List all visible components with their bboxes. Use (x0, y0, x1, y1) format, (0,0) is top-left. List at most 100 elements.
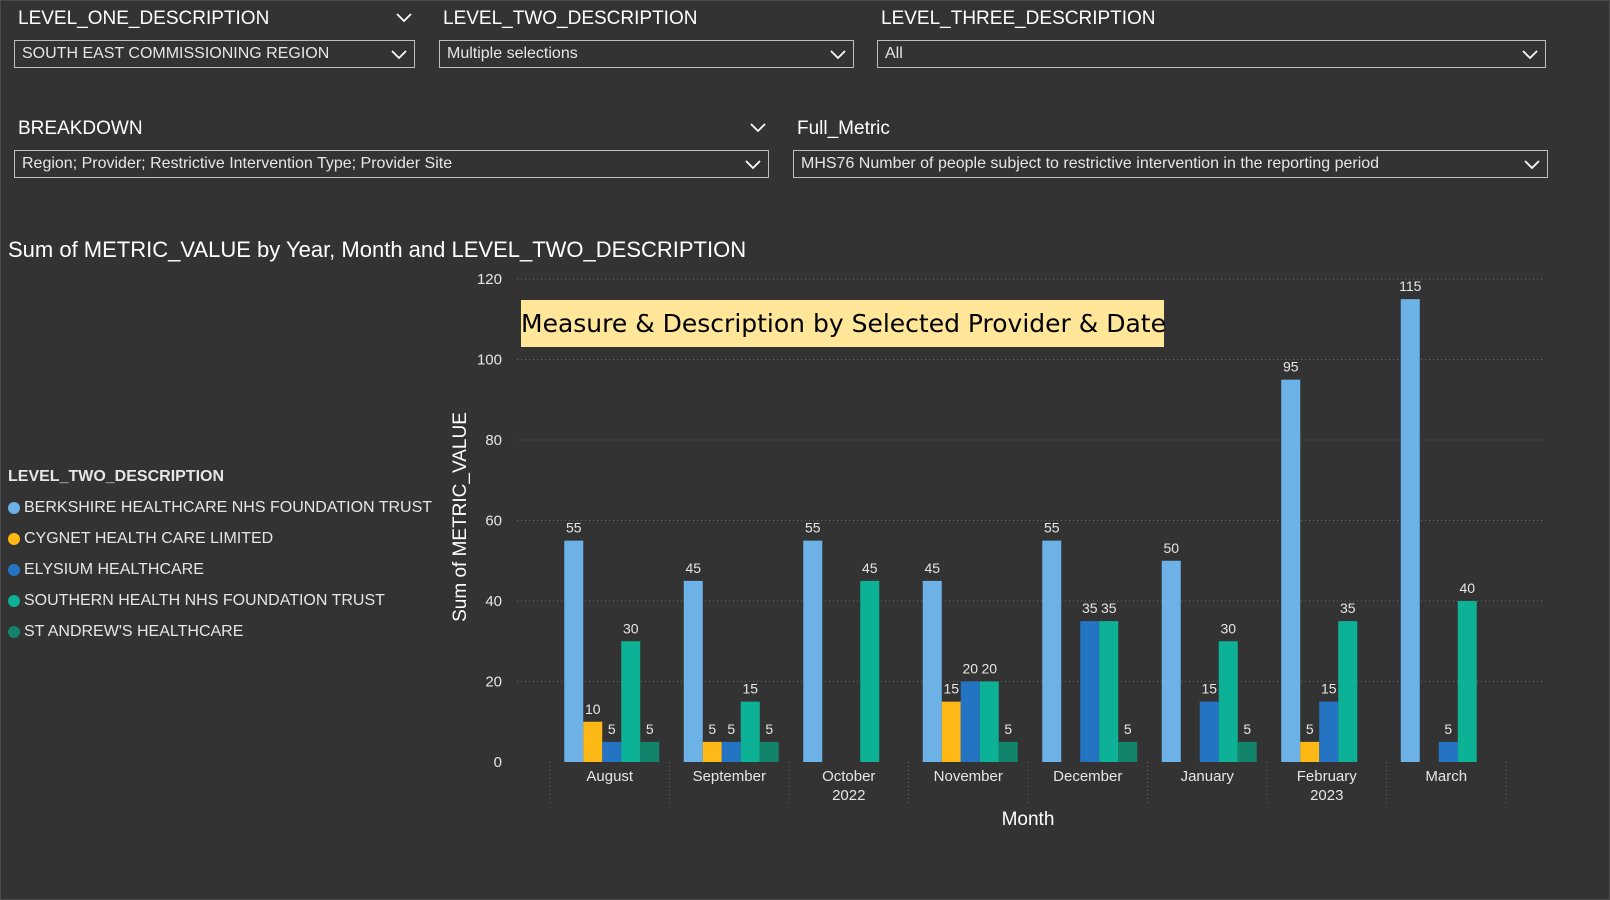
bar (564, 540, 584, 762)
level-two-dropdown[interactable]: Multiple selections (439, 40, 854, 68)
chevron-down-icon (391, 50, 407, 60)
bar (1161, 560, 1181, 762)
bar (640, 741, 660, 762)
data-label: 40 (1459, 580, 1475, 596)
data-label: 30 (1220, 620, 1236, 636)
full-metric-dropdown[interactable]: MHS76 Number of people subject to restri… (793, 150, 1548, 178)
y-tick-label: 0 (494, 754, 502, 771)
level-one-dropdown[interactable]: SOUTH EAST COMMISSIONING REGION (14, 40, 415, 68)
data-label: 5 (1444, 721, 1452, 737)
bar (1218, 641, 1238, 762)
y-tick-label: 100 (477, 352, 502, 369)
bar (721, 741, 741, 762)
y-tick-label: 120 (477, 271, 502, 288)
x-tick-label: March (1425, 768, 1467, 785)
level-two-dropdown-value: Multiple selections (447, 45, 578, 62)
data-label: 15 (943, 681, 959, 697)
data-label: 45 (862, 560, 878, 576)
level-one-slicer-title: LEVEL_ONE_DESCRIPTION (18, 8, 270, 29)
chart-legend: LEVEL_TWO_DESCRIPTION BERKSHIRE HEALTHCA… (8, 468, 432, 647)
x-tick-label: January (1181, 768, 1235, 785)
data-label: 45 (924, 560, 940, 576)
chevron-down-icon[interactable] (395, 12, 413, 24)
data-label: 5 (646, 721, 654, 737)
data-label: 115 (1399, 278, 1422, 294)
chevron-down-icon (1522, 50, 1538, 60)
x-tick-label: December (1053, 768, 1122, 785)
data-label: 55 (805, 520, 821, 536)
legend-label: SOUTHERN HEALTH NHS FOUNDATION TRUST (24, 591, 385, 609)
data-label: 5 (1124, 721, 1132, 737)
data-label: 5 (608, 721, 616, 737)
legend-item[interactable]: ST ANDREW'S HEALTHCARE (8, 616, 432, 647)
bar (922, 580, 942, 762)
breakdown-dropdown[interactable]: Region; Provider; Restrictive Interventi… (14, 150, 769, 178)
legend-label: ST ANDREW'S HEALTHCARE (24, 622, 244, 640)
bar (1118, 741, 1138, 762)
data-label: 35 (1101, 600, 1117, 616)
x-tick-label: November (934, 768, 1003, 785)
bar (860, 580, 880, 762)
data-label: 35 (1340, 600, 1356, 616)
level-three-dropdown[interactable]: All (877, 40, 1546, 68)
bar (1400, 299, 1420, 762)
bar (1438, 741, 1458, 762)
bar (602, 741, 622, 762)
chart-title: Sum of METRIC_VALUE by Year, Month and L… (8, 237, 747, 262)
data-label: 5 (1004, 721, 1012, 737)
bar (1300, 741, 1320, 762)
full-metric-slicer-title: Full_Metric (797, 118, 890, 139)
legend-item[interactable]: CYGNET HEALTH CARE LIMITED (8, 523, 432, 554)
bar (1199, 701, 1219, 762)
full-metric-dropdown-value: MHS76 Number of people subject to restri… (801, 155, 1380, 172)
data-label: 15 (742, 681, 758, 697)
annotation-box: Measure & Description by Selected Provid… (521, 300, 1166, 347)
x-axis-title: Month (1002, 809, 1055, 830)
y-tick-label: 80 (485, 432, 502, 449)
legend-item[interactable]: SOUTHERN HEALTH NHS FOUNDATION TRUST (8, 585, 432, 616)
bar (702, 741, 722, 762)
data-label: 15 (1321, 681, 1337, 697)
chevron-down-icon (745, 160, 761, 170)
legend-label: BERKSHIRE HEALTHCARE NHS FOUNDATION TRUS… (24, 498, 433, 516)
x-year-label: 2023 (1310, 787, 1343, 804)
legend-marker (8, 563, 20, 576)
legend-label: ELYSIUM HEALTHCARE (24, 560, 204, 578)
data-label: 5 (765, 721, 773, 737)
data-label: 5 (1243, 721, 1251, 737)
bar (960, 681, 980, 762)
chevron-down-icon (1524, 160, 1540, 170)
data-label: 5 (708, 721, 716, 737)
bar (683, 580, 703, 762)
bar (621, 641, 641, 762)
chevron-down-icon[interactable] (749, 122, 767, 134)
legend-item[interactable]: BERKSHIRE HEALTHCARE NHS FOUNDATION TRUS… (8, 492, 432, 523)
legend-marker (8, 501, 20, 514)
level-two-slicer-title: LEVEL_TWO_DESCRIPTION (443, 8, 698, 29)
bar (803, 540, 823, 762)
bar (1042, 540, 1062, 762)
level-three-dropdown-value: All (885, 45, 903, 62)
legend-marker (8, 594, 20, 607)
bar (1080, 621, 1100, 762)
bar (1457, 601, 1477, 762)
bar (759, 741, 779, 762)
legend-title: LEVEL_TWO_DESCRIPTION (8, 468, 225, 485)
y-tick-label: 20 (485, 674, 502, 691)
chevron-down-icon (830, 50, 846, 60)
bar (998, 741, 1018, 762)
bar (1281, 379, 1301, 762)
data-label: 45 (685, 560, 701, 576)
bar (1237, 741, 1257, 762)
data-label: 20 (981, 661, 997, 677)
data-label: 30 (623, 620, 639, 636)
legend-item[interactable]: ELYSIUM HEALTHCARE (8, 554, 432, 585)
data-label: 20 (962, 661, 978, 677)
data-label: 5 (1306, 721, 1314, 737)
legend-marker (8, 625, 20, 638)
bar (1338, 621, 1358, 762)
x-tick-label: September (693, 768, 766, 785)
bar (941, 701, 961, 762)
y-tick-label: 60 (485, 513, 502, 530)
